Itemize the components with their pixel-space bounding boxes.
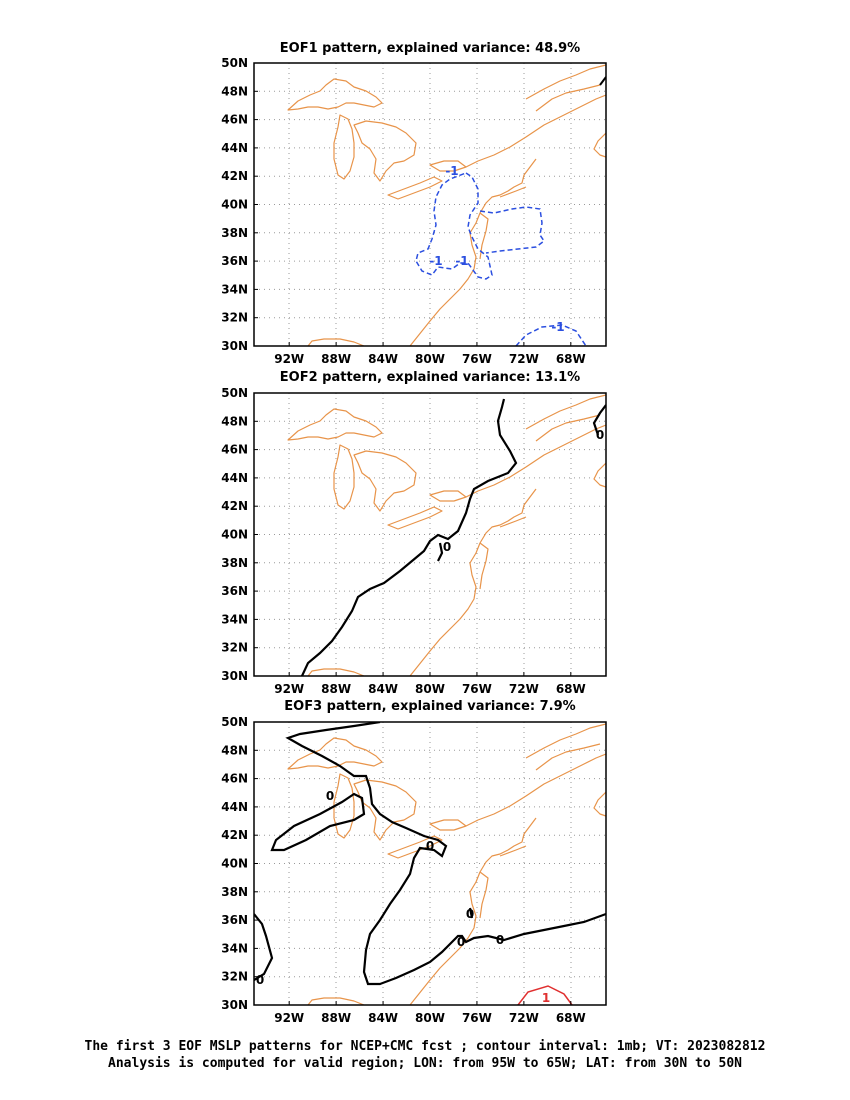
contour-label: 0: [326, 789, 334, 803]
lon-tick-label: 84W: [368, 352, 398, 366]
contour-label: 0: [457, 935, 465, 949]
contour-label: 0: [496, 933, 504, 947]
panel-title: EOF1 pattern, explained variance: 48.9%: [280, 41, 580, 56]
lat-tick-label: 44N: [221, 800, 248, 814]
contour-label: 0: [443, 540, 451, 554]
caption-line-1: The first 3 EOF MSLP patterns for NCEP+C…: [84, 1039, 766, 1054]
lat-tick-label: 36N: [221, 584, 248, 598]
lat-tick-label: 50N: [221, 56, 248, 70]
lat-tick-label: 42N: [221, 169, 248, 183]
lat-tick-label: 40N: [221, 528, 248, 542]
map-area: -1 -1 -1 -1: [253, 62, 607, 347]
contour-label: 1: [542, 991, 550, 1005]
panel-title: EOF2 pattern, explained variance: 13.1%: [280, 370, 580, 385]
lat-tick-label: 46N: [221, 772, 248, 786]
lon-tick-label: 76W: [462, 352, 492, 366]
contour-label: 0: [466, 907, 474, 921]
lon-tick-label: 88W: [321, 682, 351, 696]
lat-tick-label: 34N: [221, 612, 248, 626]
axis-ticks: 30N 32N 34N 36N 38N 40N 42N 44N 46N 48N 50N 92W 88W 8…: [221, 56, 586, 366]
contour-label: -1: [429, 254, 442, 268]
contour-zero-north: [285, 722, 606, 986]
panel-eof2: EOF2 pattern, explained variance: 13.1% …: [253, 370, 607, 677]
lat-tick-label: 40N: [221, 857, 248, 871]
panel-eof3: EOF3 pattern, explained variance: 7.9% 0…: [253, 699, 607, 1006]
lat-tick-label: 30N: [221, 998, 248, 1012]
lat-tick-label: 48N: [221, 414, 248, 428]
contour-label: -1: [455, 254, 468, 268]
lat-tick-label: 44N: [221, 141, 248, 155]
panel-eof1: EOF1 pattern, explained variance: 48.9% …: [253, 41, 607, 347]
lat-tick-label: 30N: [221, 339, 248, 353]
lon-tick-label: 76W: [462, 682, 492, 696]
lon-tick-label: 72W: [509, 682, 539, 696]
lon-tick-label: 72W: [509, 1011, 539, 1025]
contour-zero: [301, 398, 518, 676]
lon-tick-label: 84W: [368, 1011, 398, 1025]
axis-ticks: 30N 32N 34N 36N 38N 40N 42N 44N 46N 48N 50N 92W 88W 8…: [221, 386, 586, 696]
lat-tick-label: 36N: [221, 254, 248, 268]
lat-tick-label: 38N: [221, 226, 248, 240]
map-area: 0 0: [253, 392, 607, 677]
lat-tick-label: 36N: [221, 913, 248, 927]
contour-zero-small: [468, 907, 474, 919]
contour-zero-corner: [592, 404, 606, 436]
lon-tick-label: 80W: [415, 1011, 445, 1025]
eof-figure: EOF1 pattern, explained variance: 48.9% …: [221, 41, 607, 1025]
graticule: [254, 393, 606, 676]
lat-tick-label: 50N: [221, 386, 248, 400]
lat-tick-label: 34N: [221, 941, 248, 955]
lon-tick-label: 68W: [556, 1011, 586, 1025]
lon-tick-label: 80W: [415, 352, 445, 366]
lon-tick-label: 72W: [509, 352, 539, 366]
panel-title: EOF3 pattern, explained variance: 7.9%: [284, 699, 575, 714]
contour-positive: [517, 985, 573, 1005]
lon-tick-label: 88W: [321, 352, 351, 366]
lat-tick-label: 32N: [221, 311, 248, 325]
lat-tick-label: 44N: [221, 471, 248, 485]
lon-tick-label: 88W: [321, 1011, 351, 1025]
contour-zero-corner: [599, 76, 606, 86]
axis-ticks: 30N 32N 34N 36N 38N 40N 42N 44N 46N 48N 50N 92W 88W 8…: [221, 715, 586, 1025]
lon-tick-label: 68W: [556, 352, 586, 366]
contour-negative-southeast: [515, 324, 587, 346]
map-area: 0 0 0 0 0 0 1: [253, 721, 607, 1006]
contour-label: 0: [596, 428, 604, 442]
contour-zero-small: [437, 542, 444, 562]
lat-tick-label: 40N: [221, 198, 248, 212]
lat-tick-label: 38N: [221, 556, 248, 570]
lat-tick-label: 38N: [221, 885, 248, 899]
lat-tick-label: 42N: [221, 828, 248, 842]
lat-tick-label: 46N: [221, 113, 248, 127]
contour-label: 0: [256, 973, 264, 987]
lat-tick-label: 46N: [221, 443, 248, 457]
lat-tick-label: 50N: [221, 715, 248, 729]
lat-tick-label: 30N: [221, 669, 248, 683]
lat-tick-label: 48N: [221, 743, 248, 757]
graticule: [254, 63, 606, 346]
figure-caption: The first 3 EOF MSLP patterns for NCEP+C…: [0, 1038, 850, 1072]
lat-tick-label: 42N: [221, 499, 248, 513]
lon-tick-label: 92W: [274, 1011, 304, 1025]
lat-tick-label: 48N: [221, 84, 248, 98]
contour-label: -1: [551, 320, 564, 334]
contour-label: -1: [445, 164, 458, 178]
lon-tick-label: 84W: [368, 682, 398, 696]
caption-line-2: Analysis is computed for valid region; L…: [108, 1056, 742, 1071]
lon-tick-label: 76W: [462, 1011, 492, 1025]
lon-tick-label: 92W: [274, 352, 304, 366]
lat-tick-label: 32N: [221, 641, 248, 655]
lon-tick-label: 68W: [556, 682, 586, 696]
contour-negative: [415, 172, 493, 280]
contour-zero-west: [254, 913, 274, 981]
lon-tick-label: 80W: [415, 682, 445, 696]
lat-tick-label: 34N: [221, 282, 248, 296]
contour-negative-east: [479, 206, 546, 254]
lat-tick-label: 32N: [221, 970, 248, 984]
contour-zero-loop: [270, 792, 366, 852]
lon-tick-label: 92W: [274, 682, 304, 696]
contour-label: 0: [426, 839, 434, 853]
